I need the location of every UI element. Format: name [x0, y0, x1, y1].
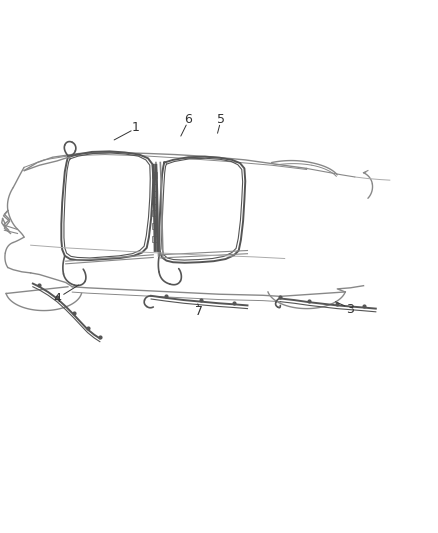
Text: 7: 7	[195, 305, 203, 318]
Bar	[152, 223, 157, 229]
Bar	[152, 236, 157, 242]
Bar	[152, 172, 157, 178]
Text: 6: 6	[184, 114, 192, 126]
Text: 5: 5	[217, 114, 225, 126]
Text: 3: 3	[346, 303, 354, 316]
Bar	[152, 184, 157, 191]
Text: 4: 4	[53, 292, 61, 305]
Bar	[152, 197, 157, 204]
Bar	[152, 210, 157, 216]
Text: 1: 1	[132, 122, 140, 134]
